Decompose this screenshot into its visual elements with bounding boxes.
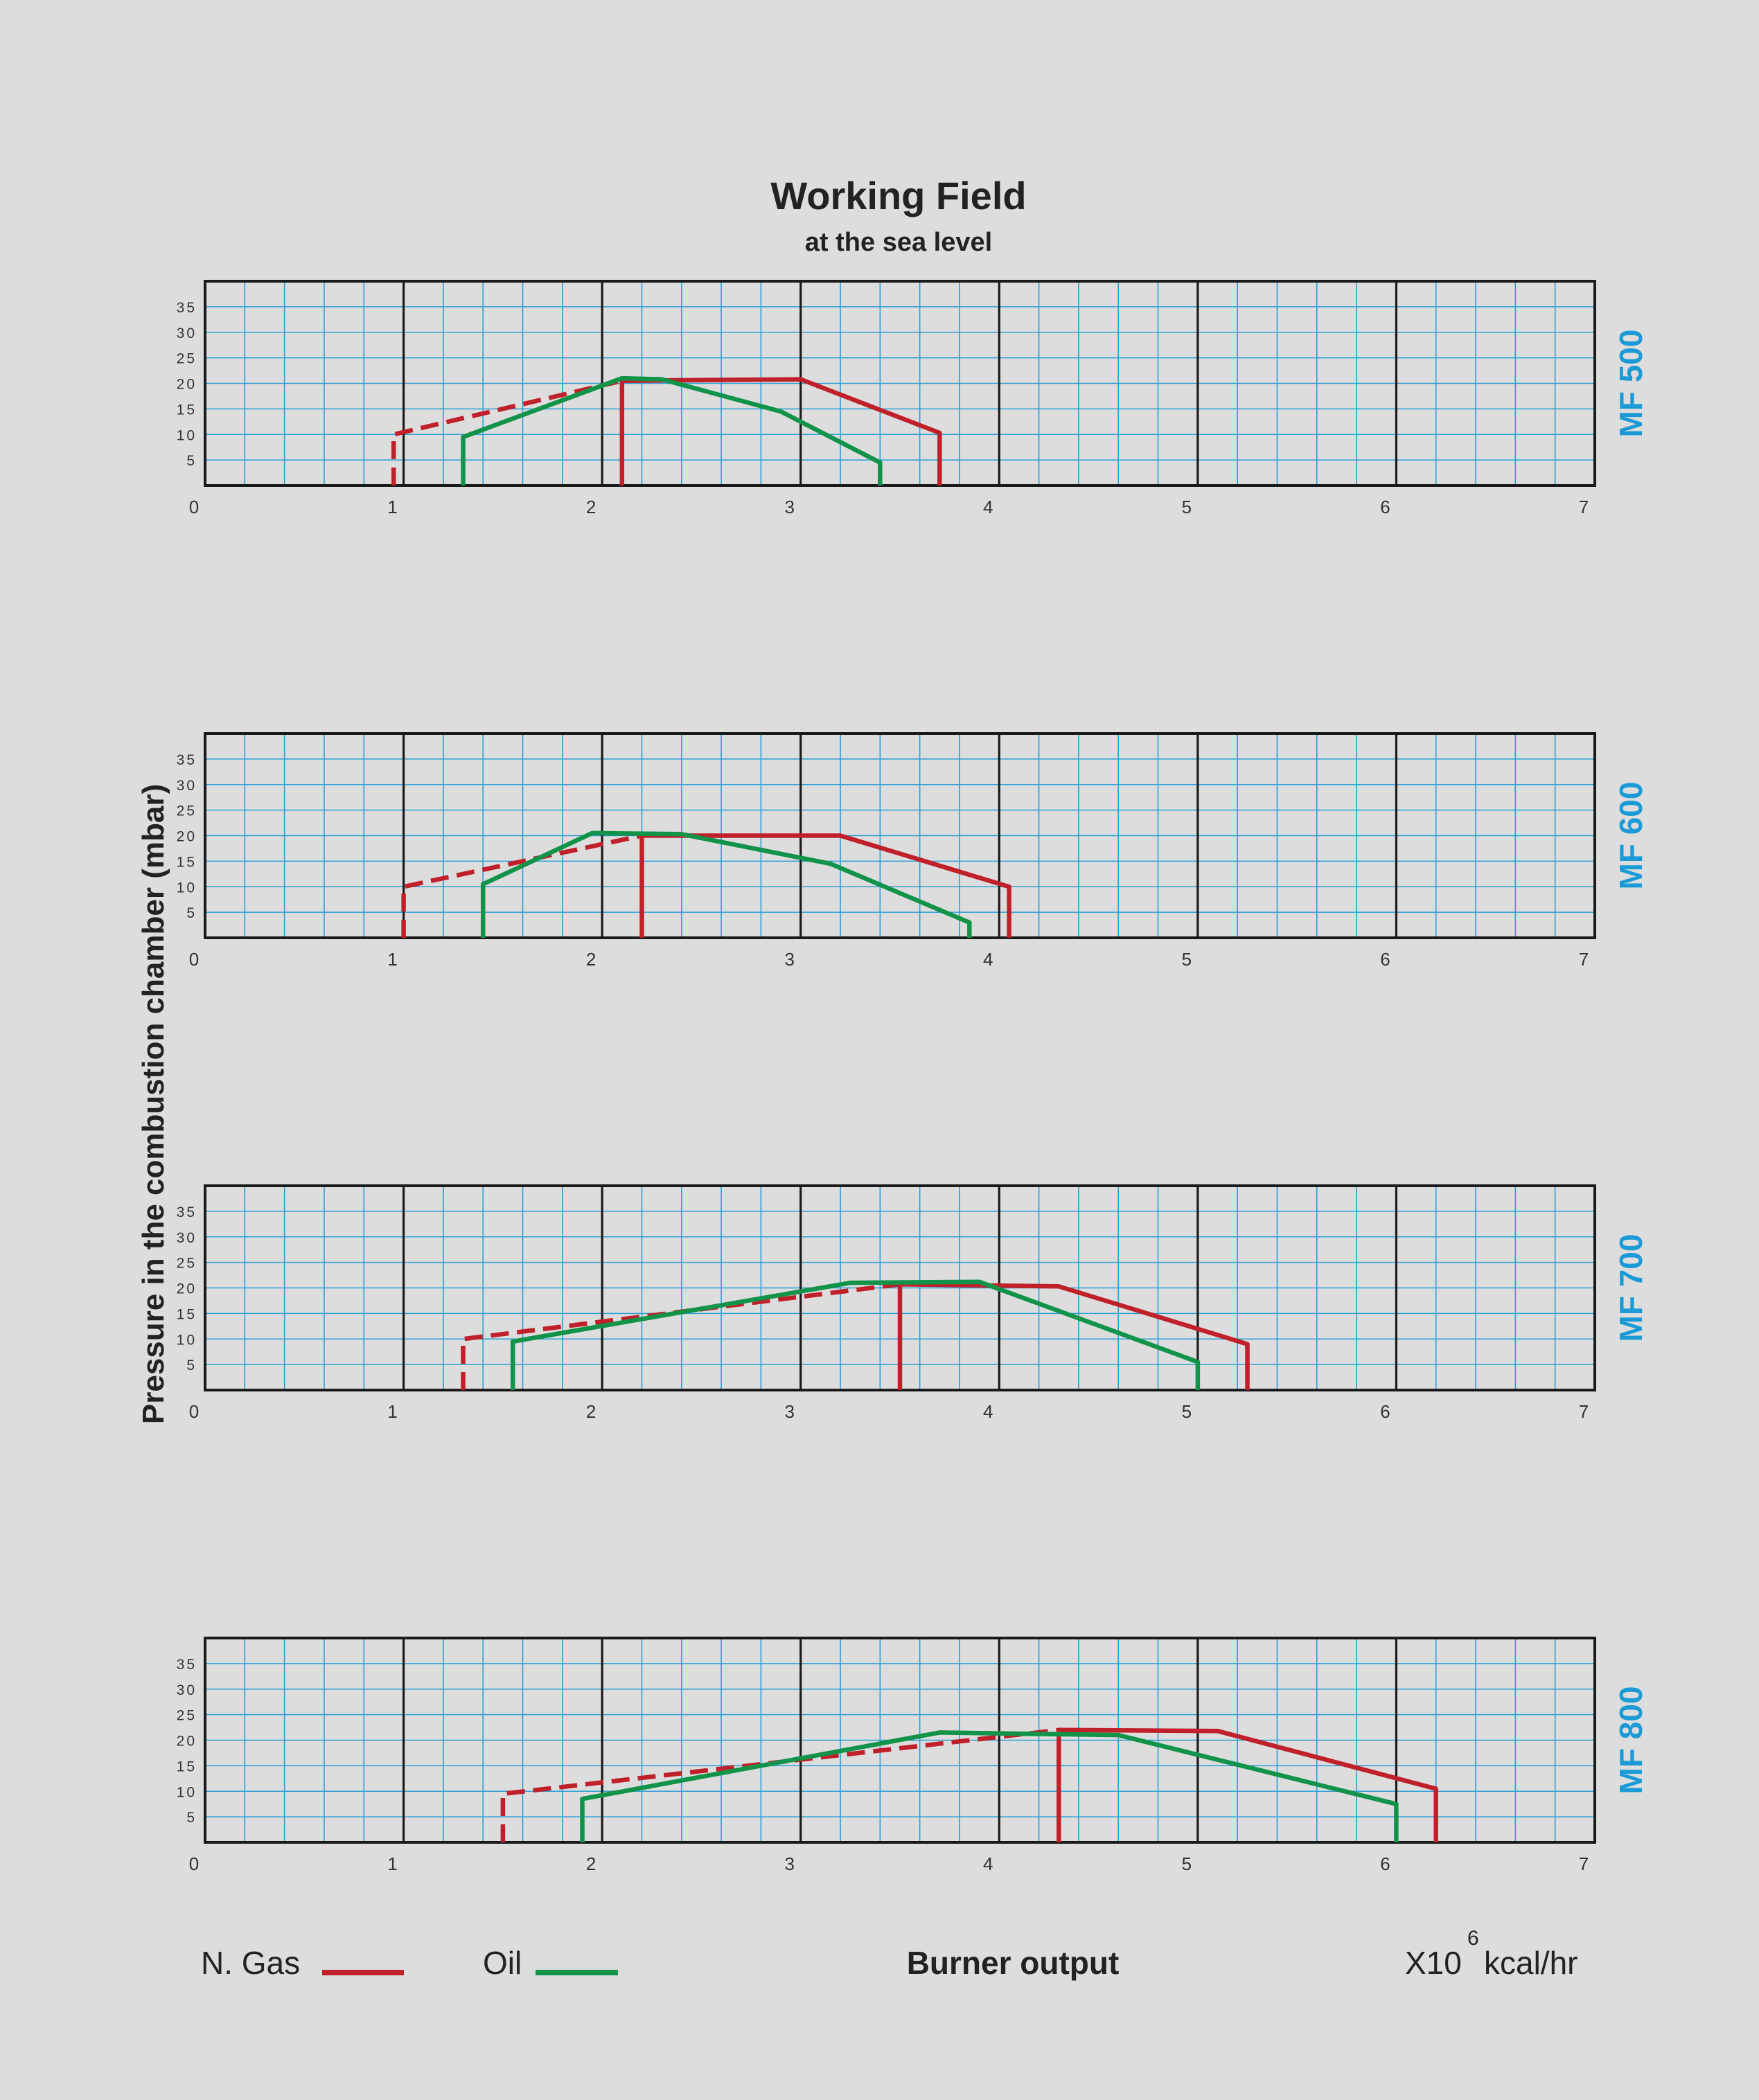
x-tick-label: 0	[189, 497, 199, 517]
y-tick-label: 35	[177, 1204, 197, 1220]
x-tick-label: 2	[586, 1401, 596, 1422]
legend-oil-label: Oil	[483, 1945, 522, 1981]
y-tick-label: 30	[177, 1230, 197, 1246]
y-tick-label: 35	[177, 752, 197, 768]
y-tick-label: 25	[177, 803, 197, 819]
x-tick-label: 6	[1380, 949, 1390, 970]
x-tick-label: 3	[784, 949, 794, 970]
x-tick-label: 7	[1579, 949, 1589, 970]
y-tick-label: 35	[177, 300, 197, 316]
y-tick-label: 30	[177, 778, 197, 794]
y-tick-label: 30	[177, 326, 197, 341]
x-tick-label: 6	[1380, 1853, 1390, 1874]
y-tick-label: 5	[186, 1810, 197, 1826]
y-tick-label: 20	[177, 377, 197, 393]
unit-exponent: 6	[1467, 1927, 1479, 1950]
gas-series-line-dashed	[461, 1282, 901, 1390]
x-tick-label: 2	[586, 497, 596, 517]
x-tick-label: 4	[983, 497, 993, 517]
unit-suffix: kcal/hr	[1484, 1945, 1577, 1981]
y-tick-label: 30	[177, 1682, 197, 1698]
x-tick-label: 0	[189, 949, 199, 970]
chart-panel-1: 0 1 2 3 4 5 6 7 5 10 15 20 25 30 35 MF 500	[177, 280, 1649, 517]
y-tick-label: 20	[177, 1734, 197, 1750]
y-tick-label: 10	[177, 1332, 197, 1348]
gas-series-line	[897, 1282, 1250, 1390]
y-tick-label: 10	[177, 880, 197, 896]
x-tick-label: 4	[983, 1853, 993, 1874]
x-tick-label: 3	[784, 1401, 794, 1422]
x-tick-label: 2	[586, 949, 596, 970]
oil-series-line	[461, 375, 883, 486]
y-tick-label: 20	[177, 829, 197, 845]
x-axis-label: Burner output	[907, 1945, 1120, 1981]
x-tick-label: 4	[983, 949, 993, 970]
y-tick-label: 15	[177, 402, 197, 418]
gas-series-line	[639, 833, 1011, 938]
gas-series-line-dashed	[391, 378, 623, 486]
y-tick-label: 10	[177, 1784, 197, 1800]
gas-series-line	[619, 377, 942, 486]
x-tick-label: 7	[1579, 1853, 1589, 1874]
y-tick-label: 5	[186, 453, 197, 469]
chart-subtitle: at the sea level	[805, 228, 992, 257]
chart-panel-3: 0 1 2 3 4 5 6 7 5 10 15 20 25 30 35 MF 700	[177, 1184, 1649, 1422]
x-tick-label: 7	[1579, 497, 1589, 517]
x-tick-label: 5	[1182, 1853, 1192, 1874]
x-tick-label: 6	[1380, 497, 1390, 517]
x-tick-label: 5	[1182, 497, 1192, 517]
x-tick-label: 1	[387, 1401, 397, 1422]
chart-panel-4: 0 1 2 3 4 5 6 7 5 10 15 20 25 30 35 MF 800	[177, 1637, 1649, 1874]
gas-series-line-dashed	[500, 1727, 1059, 1842]
x-tick-label: 2	[586, 1853, 596, 1874]
x-tick-label: 5	[1182, 949, 1192, 970]
x-tick-label: 1	[387, 949, 397, 970]
legend-gas-label: N. Gas	[201, 1945, 300, 1981]
y-tick-label: 15	[177, 1306, 197, 1322]
y-tick-label: 5	[186, 905, 197, 921]
legend: N. Gas Oil Burner output X10 6 kcal/hr	[201, 1927, 1577, 1981]
x-tick-label: 1	[387, 497, 397, 517]
x-tick-label: 6	[1380, 1401, 1390, 1422]
model-label: MF 500	[1613, 330, 1649, 438]
plot-frame	[204, 732, 1596, 939]
y-tick-label: 15	[177, 1759, 197, 1774]
y-tick-label: 10	[177, 427, 197, 443]
x-tick-label: 5	[1182, 1401, 1192, 1422]
model-label: MF 800	[1613, 1687, 1649, 1795]
x-tick-label: 4	[983, 1401, 993, 1422]
unit-prefix: X10	[1405, 1945, 1462, 1981]
y-tick-label: 25	[177, 1708, 197, 1724]
oil-series-line	[580, 1730, 1399, 1842]
y-tick-label: 35	[177, 1657, 197, 1673]
x-tick-label: 0	[189, 1853, 199, 1874]
y-tick-label: 5	[186, 1358, 197, 1373]
y-tick-label: 25	[177, 351, 197, 367]
y-axis-label: Pressure in the combustion chamber (mbar…	[136, 784, 170, 1424]
oil-series-line	[480, 830, 972, 938]
gas-series-line	[1057, 1727, 1438, 1842]
plot-frame	[204, 1637, 1596, 1844]
x-tick-label: 3	[784, 1853, 794, 1874]
x-tick-label: 3	[784, 497, 794, 517]
x-tick-label: 0	[189, 1401, 199, 1422]
y-tick-label: 20	[177, 1281, 197, 1297]
plot-frame	[204, 280, 1596, 487]
chart-title: Working Field	[770, 174, 1026, 217]
chart-panel-2: 0 1 2 3 4 5 6 7 5 10 15 20 25 30 35 MF 600	[177, 732, 1649, 970]
x-tick-label: 7	[1579, 1401, 1589, 1422]
x-tick-label: 1	[387, 1853, 397, 1874]
gas-series-line-dashed	[401, 833, 643, 938]
y-tick-label: 15	[177, 854, 197, 870]
y-tick-label: 25	[177, 1256, 197, 1272]
oil-series-line	[510, 1279, 1201, 1390]
model-label: MF 700	[1613, 1234, 1649, 1342]
model-label: MF 600	[1613, 782, 1649, 890]
